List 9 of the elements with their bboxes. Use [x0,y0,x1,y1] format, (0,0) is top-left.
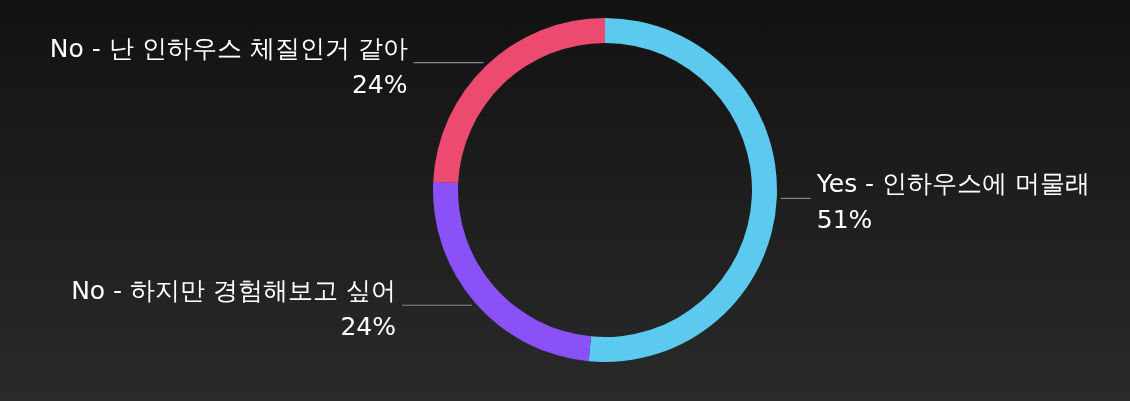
donut-slice [588,18,777,362]
data-label: 24% [340,312,396,342]
slice-label: No - 난 인하우스 체질인거 같아 [49,33,408,63]
slice-label: No - 하지만 경험해보고 싶어 [71,276,396,306]
donut-slice [433,18,605,184]
donut-slice [433,181,592,362]
slice-label: Yes - 인하우스에 머물래 [815,169,1091,199]
data-label: 51% [816,205,873,235]
data-label: 24% [351,69,408,99]
